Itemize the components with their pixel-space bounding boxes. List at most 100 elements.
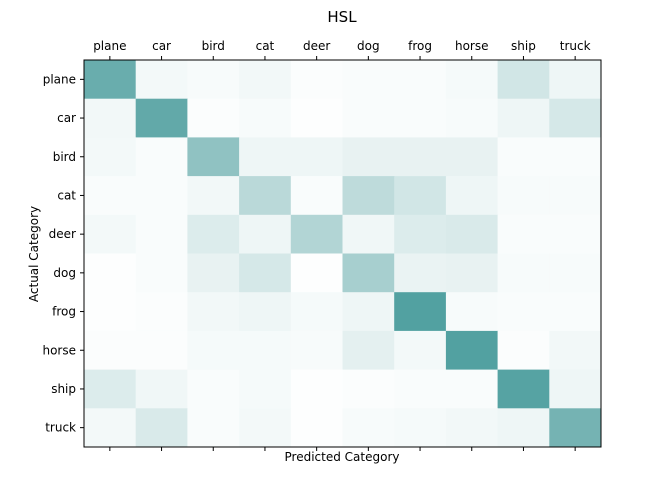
heatmap-cell — [342, 292, 395, 332]
heatmap-cell — [394, 137, 447, 177]
x-axis-label: Predicted Category — [285, 450, 400, 464]
y-tick-label: plane — [43, 72, 76, 86]
heatmap-cell — [187, 330, 240, 371]
heatmap-cell — [394, 253, 447, 293]
x-tick-label: dog — [357, 39, 380, 53]
heatmap-cell — [135, 98, 188, 138]
heatmap-cell — [84, 330, 137, 371]
heatmap-cell — [445, 176, 499, 216]
y-axis-label: Actual Category — [27, 206, 41, 302]
heatmap-cell — [445, 292, 499, 332]
y-tick-label: frog — [52, 305, 76, 319]
heatmap-cell — [135, 369, 188, 409]
x-tick-label: bird — [202, 39, 225, 53]
heatmap-cell — [290, 98, 343, 138]
heatmap-cell — [84, 214, 137, 254]
heatmap-cell — [549, 98, 602, 138]
heatmap-cell — [239, 176, 292, 216]
heatmap-cell — [445, 369, 499, 409]
y-tick-label: truck — [45, 421, 76, 435]
heatmap-cell — [84, 137, 137, 177]
y-tick-label: bird — [53, 150, 76, 164]
y-tick-label: car — [57, 111, 76, 125]
heatmap-cell — [135, 137, 188, 177]
x-tick-label: horse — [455, 39, 489, 53]
y-tick-label: ship — [51, 382, 76, 396]
heatmap-cell — [84, 253, 137, 293]
x-axis-ticks: plane car bird cat deer dog frog horse ship truck — [93, 39, 591, 451]
heatmap-cell — [445, 98, 499, 138]
heatmap-cell — [290, 330, 343, 371]
x-tick-label: cat — [256, 39, 275, 53]
heatmap-cell — [342, 330, 395, 371]
chart-title: HSL — [327, 8, 357, 26]
heatmap-cell — [84, 60, 137, 100]
heatmap-cell — [394, 292, 447, 332]
heatmap-cell — [290, 408, 343, 448]
heatmap-cell — [549, 369, 602, 409]
heatmap-cell — [187, 137, 240, 177]
x-tick-label: car — [152, 39, 171, 53]
heatmap-cell — [445, 408, 499, 448]
heatmap-cell — [549, 292, 602, 332]
heatmap-cell — [342, 408, 395, 448]
heatmap-cell — [290, 60, 343, 100]
heatmap-cell — [497, 369, 550, 409]
heatmap-cell — [497, 292, 550, 332]
heatmap-cell — [342, 176, 395, 216]
heatmap-cell — [497, 137, 550, 177]
heatmap-cell — [187, 60, 240, 100]
heatmap-cell — [187, 176, 240, 216]
x-tick-label: deer — [303, 39, 330, 53]
heatmap-cell — [187, 292, 240, 332]
y-tick-label: cat — [57, 188, 76, 202]
x-tick-label: ship — [511, 39, 536, 53]
heatmap-cell — [135, 176, 188, 216]
heatmap-cell — [187, 253, 240, 293]
heatmap-cell — [239, 137, 292, 177]
heatmap-cells — [84, 60, 602, 448]
heatmap-cell — [394, 330, 447, 371]
heatmap-cell — [445, 60, 499, 100]
heatmap-cell — [549, 214, 602, 254]
heatmap-cell — [135, 253, 188, 293]
heatmap-cell — [445, 214, 499, 254]
heatmap-cell — [342, 98, 395, 138]
heatmap-cell — [187, 408, 240, 448]
heatmap-cell — [239, 292, 292, 332]
heatmap-cell — [549, 137, 602, 177]
heatmap-cell — [549, 60, 602, 100]
heatmap-cell — [290, 292, 343, 332]
heatmap-cell — [290, 176, 343, 216]
heatmap-cell — [187, 214, 240, 254]
heatmap-cell — [549, 408, 602, 448]
plot-frame — [83, 59, 602, 448]
heatmap-cell — [394, 60, 447, 100]
heatmap-cell — [497, 214, 550, 254]
heatmap-cell — [135, 214, 188, 254]
heatmap-cell — [84, 408, 137, 448]
heatmap-cell — [394, 369, 447, 409]
x-tick-label: frog — [408, 39, 432, 53]
heatmap-cell — [84, 98, 137, 138]
heatmap-cell — [445, 330, 499, 371]
heatmap-cell — [445, 253, 499, 293]
heatmap-cell — [135, 60, 188, 100]
heatmap-cell — [187, 98, 240, 138]
y-tick-label: dog — [53, 266, 76, 280]
heatmap-cell — [239, 330, 292, 371]
heatmap-cell — [549, 253, 602, 293]
y-tick-label: deer — [49, 227, 76, 241]
heatmap-cell — [135, 408, 188, 448]
heatmap-cell — [239, 214, 292, 254]
heatmap-cell — [394, 98, 447, 138]
heatmap-cell — [549, 176, 602, 216]
heatmap-cell — [290, 253, 343, 293]
heatmap-cell — [239, 408, 292, 448]
heatmap-cell — [497, 60, 550, 100]
heatmap-cell — [497, 176, 550, 216]
heatmap-cell — [497, 98, 550, 138]
heatmap-cell — [239, 60, 292, 100]
heatmap-cell — [394, 176, 447, 216]
